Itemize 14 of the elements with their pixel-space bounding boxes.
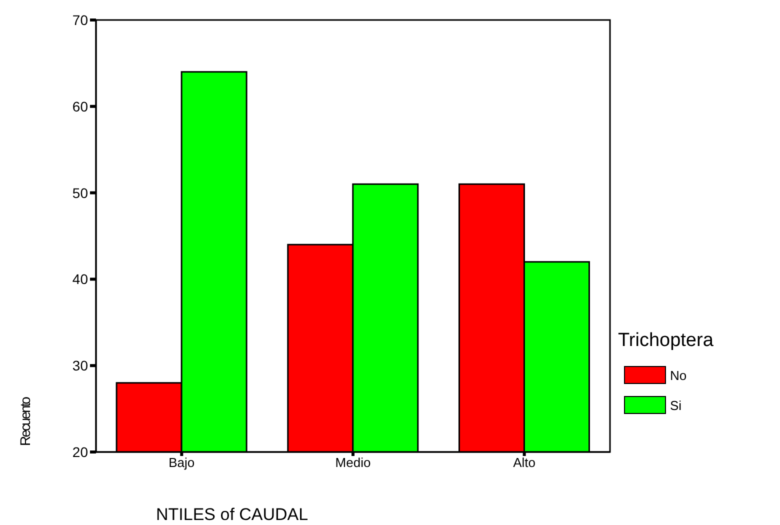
y-axis-title: Recuento (17, 396, 33, 446)
legend-label: Si (670, 398, 682, 412)
legend-label: No (670, 368, 687, 382)
y-tick-label: 50 (72, 184, 88, 201)
legend-title: Trichoptera (618, 330, 714, 352)
x-tick-label: Alto (513, 455, 536, 470)
y-tick-label: 40 (72, 271, 88, 288)
y-tick-label: 30 (72, 358, 88, 374)
y-tick-label: 20 (72, 444, 88, 460)
x-axis-title: NTILES of CAUDAL (156, 505, 308, 524)
y-tick-label: 70 (72, 12, 88, 28)
x-tick-label: Bajo (168, 455, 195, 470)
y-tick-label: 60 (72, 98, 88, 114)
x-tick-label: Medio (335, 455, 371, 470)
